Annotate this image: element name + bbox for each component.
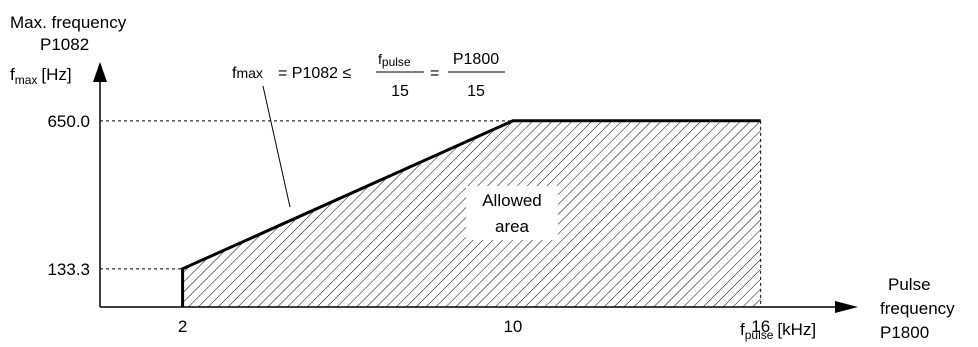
formula-frac2-denominator: 15 [467, 83, 485, 100]
formula-leader-line [262, 85, 291, 208]
x-axis-title-line2: frequency [880, 299, 955, 318]
formula-annotation: fmax = P1082 ≤ fpulse 15 = P1800 15 [232, 51, 505, 208]
region-label-line1: Allowed [482, 191, 542, 210]
x-axis-arrowhead [835, 301, 858, 313]
region-label-background [466, 186, 558, 240]
boundary-line [181, 119, 761, 307]
formula-frac2-numerator: P1800 [453, 51, 499, 68]
x-tick-label-2: 2 [178, 317, 187, 336]
x-axis-title-line1: Pulse [888, 275, 931, 294]
y-axis-title-line2: P1082 [40, 35, 89, 54]
formula-equals: = [430, 65, 439, 82]
formula-lhs: fmax [232, 65, 263, 82]
y-tick-label-133: 133.3 [47, 260, 90, 279]
x-axis-title-line3: P1800 [880, 323, 929, 342]
x-axis-symbol: fpulse [kHz] [740, 320, 816, 342]
y-axis-title-line1: Max. frequency [10, 13, 127, 32]
y-tick-label-650: 650.0 [47, 112, 90, 131]
formula-equals-param: = P1082 ≤ [278, 65, 352, 82]
region-label-line2: area [495, 217, 530, 236]
y-axis-symbol: fmax [Hz] [10, 65, 72, 87]
x-tick-label-10: 10 [503, 317, 522, 336]
x-tick-label-16: 16 [751, 317, 770, 336]
y-axis-arrowhead [93, 62, 107, 82]
formula-frac1-numerator: fpulse [378, 51, 411, 69]
formula-frac1-denominator: 15 [391, 83, 409, 100]
